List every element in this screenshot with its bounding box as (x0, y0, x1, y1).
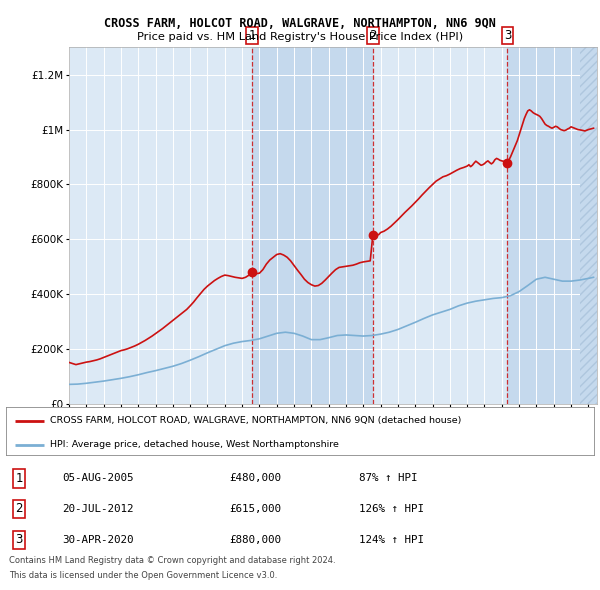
Bar (508, 47, 597, 404)
Text: 30-APR-2020: 30-APR-2020 (62, 535, 133, 545)
Text: 05-AUG-2005: 05-AUG-2005 (62, 474, 133, 483)
Text: HPI: Average price, detached house, West Northamptonshire: HPI: Average price, detached house, West… (50, 440, 339, 450)
Text: CROSS FARM, HOLCOT ROAD, WALGRAVE, NORTHAMPTON, NN6 9QN: CROSS FARM, HOLCOT ROAD, WALGRAVE, NORTH… (104, 17, 496, 30)
Bar (253, 47, 373, 404)
Text: This data is licensed under the Open Government Licence v3.0.: This data is licensed under the Open Gov… (9, 571, 277, 580)
Text: 1: 1 (15, 472, 23, 485)
Text: CROSS FARM, HOLCOT ROAD, WALGRAVE, NORTHAMPTON, NN6 9QN (detached house): CROSS FARM, HOLCOT ROAD, WALGRAVE, NORTH… (50, 416, 461, 425)
Text: 3: 3 (15, 533, 23, 546)
Text: 124% ↑ HPI: 124% ↑ HPI (359, 535, 424, 545)
Text: 1: 1 (248, 29, 256, 42)
Text: £880,000: £880,000 (229, 535, 281, 545)
Text: 3: 3 (504, 29, 511, 42)
Text: £615,000: £615,000 (229, 504, 281, 514)
Text: Price paid vs. HM Land Registry's House Price Index (HPI): Price paid vs. HM Land Registry's House … (137, 32, 463, 42)
Text: 87% ↑ HPI: 87% ↑ HPI (359, 474, 418, 483)
Text: £480,000: £480,000 (229, 474, 281, 483)
Text: 2: 2 (369, 29, 377, 42)
Text: Contains HM Land Registry data © Crown copyright and database right 2024.: Contains HM Land Registry data © Crown c… (9, 556, 335, 565)
Bar (580, 47, 597, 404)
Text: 2: 2 (15, 502, 23, 515)
Text: 126% ↑ HPI: 126% ↑ HPI (359, 504, 424, 514)
Text: 20-JUL-2012: 20-JUL-2012 (62, 504, 133, 514)
